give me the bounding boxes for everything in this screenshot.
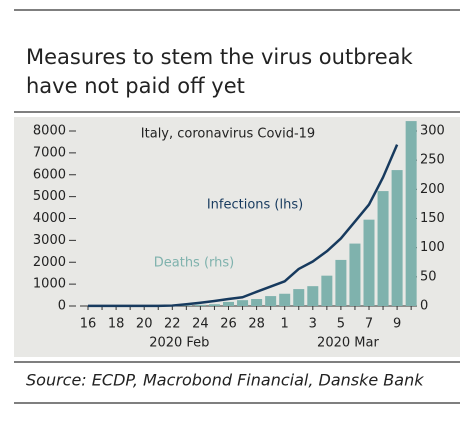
bar [279,293,291,306]
y-tick-label: 7000 [33,145,66,160]
bar [391,170,403,306]
bar [293,289,305,306]
bar [237,300,249,306]
x-tick-label: 20 [136,317,153,332]
bar [363,219,375,306]
x-tick-label: 22 [164,317,181,332]
y-tick-label: 5000 [33,189,66,204]
x-tick-label: 26 [220,317,237,332]
y2-tick-label: 100 [420,240,445,255]
y2-tick-label: 150 [420,211,445,226]
bar [180,305,192,306]
x-tick-label: 3 [309,317,317,332]
y2-tick-label: 50 [420,269,437,284]
y-tick-label: 3000 [33,233,66,248]
x-tick-label: 5 [337,317,345,332]
bar [405,121,417,306]
line [88,144,399,308]
y2-tick-label: 250 [420,153,445,168]
chart-title: Measures to stem the virus outbreak [26,45,413,69]
y-tick-label: 4000 [33,211,66,226]
x-tick-label: 1 [281,317,289,332]
y2-tick-label: 300 [420,124,445,139]
series-label: Deaths (rhs) [154,256,235,271]
y-tick-label: 1000 [33,277,66,292]
subtitle: Italy, coronavirus Covid-19 [141,127,315,142]
bar [208,304,220,306]
x-tick-label: 28 [248,317,265,332]
y-tick-label: 2000 [33,255,66,270]
bar [335,259,347,306]
x-tick-label: 9 [393,317,401,332]
x-tick-label: 7 [365,317,373,332]
x-tick-label: 18 [108,317,125,332]
bar [194,304,206,306]
bar [223,301,234,306]
bar [349,243,361,306]
chart-title: have not paid off yet [26,74,245,98]
y-tick-label: 8000 [33,124,66,139]
bar [251,299,263,306]
y-tick-label: 6000 [33,167,66,182]
y2-tick-label: 200 [420,182,445,197]
bar [265,296,277,306]
series-label: Infections (lhs) [207,198,303,213]
bar [307,286,319,306]
x-tick-label: 16 [80,317,97,332]
bar [377,191,389,306]
source: Source: ECDP, Macrobond Financial, Dansk… [26,371,424,390]
x-group-label: 2020 Feb [149,336,209,351]
x-group-label: 2020 Mar [317,336,379,351]
x-tick-label: 24 [192,317,209,332]
bar [321,275,333,306]
y-tick-label: 0 [58,299,66,314]
y2-tick-label: 0 [420,299,428,314]
